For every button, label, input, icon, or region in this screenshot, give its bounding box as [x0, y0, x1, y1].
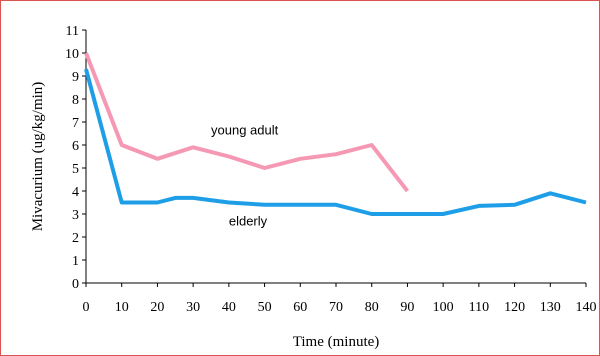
x-tick-label: 50	[258, 300, 272, 315]
young-adult-annotation: young adult	[211, 123, 279, 138]
x-axis-title: Time (minute)	[293, 334, 380, 350]
x-tick-label: 120	[504, 300, 525, 315]
y-tick-label: 5	[72, 162, 79, 177]
y-tick-label: 8	[72, 93, 79, 108]
y-ticks: 0 1 2 3 4 5 6 7 8 9 10 11	[65, 24, 86, 292]
x-tick-label: 130	[540, 300, 561, 315]
x-tick-label: 60	[293, 300, 307, 315]
y-tick-label: 0	[72, 277, 79, 292]
x-tick-label: 100	[433, 300, 454, 315]
y-axis-title: Mivacurium (ug/kg/min)	[30, 82, 46, 232]
y-tick-label: 9	[72, 70, 79, 85]
y-tick-label: 3	[72, 208, 79, 223]
x-tick-label: 70	[329, 300, 343, 315]
elderly-annotation: elderly	[229, 214, 268, 229]
x-tick-label: 90	[400, 300, 414, 315]
y-tick-label: 7	[72, 116, 79, 131]
x-tick-label: 10	[115, 300, 129, 315]
y-tick-label: 6	[72, 139, 79, 154]
x-tick-label: 30	[186, 300, 200, 315]
x-tick-label: 140	[576, 300, 597, 315]
series-line-elderly	[84, 68, 587, 216]
x-tick-label: 0	[83, 300, 90, 315]
x-tick-label: 80	[365, 300, 379, 315]
y-tick-label: 1	[72, 254, 79, 269]
x-tick-label: 40	[222, 300, 236, 315]
y-tick-label: 4	[72, 185, 79, 200]
x-tick-label: 110	[469, 300, 489, 315]
y-tick-label: 10	[65, 47, 79, 62]
y-tick-label: 11	[66, 24, 79, 39]
x-ticks: 0 10 20 30 40 50 60 70 80 90 100 110 120 130 140	[83, 283, 597, 315]
series-lines	[84, 52, 587, 216]
x-tick-label: 20	[150, 300, 164, 315]
y-tick-label: 2	[72, 231, 79, 246]
series-line-young-adult	[84, 52, 409, 193]
